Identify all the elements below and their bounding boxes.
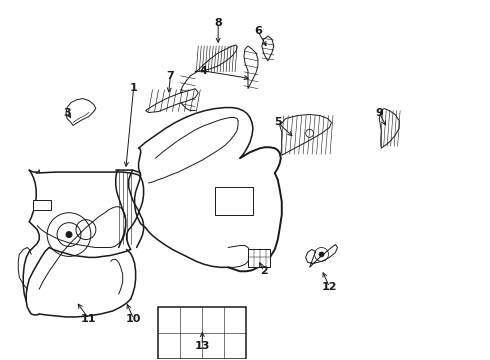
Polygon shape	[146, 89, 198, 113]
Circle shape	[319, 252, 324, 257]
Bar	[33, 200, 51, 210]
Text: 7: 7	[167, 71, 174, 81]
Bar	[158, 307, 246, 359]
Polygon shape	[280, 114, 332, 155]
Bar	[248, 249, 270, 267]
Polygon shape	[196, 45, 237, 73]
Text: 5: 5	[274, 117, 282, 127]
Text: 8: 8	[214, 18, 222, 28]
Circle shape	[66, 231, 72, 238]
Text: 13: 13	[195, 341, 210, 351]
Polygon shape	[379, 109, 399, 148]
Text: 11: 11	[81, 314, 97, 324]
Text: 4: 4	[199, 66, 207, 76]
Polygon shape	[244, 46, 258, 89]
FancyBboxPatch shape	[215, 187, 253, 215]
Text: 3: 3	[63, 108, 71, 117]
Text: 6: 6	[254, 26, 262, 36]
Text: 12: 12	[322, 282, 337, 292]
Text: 9: 9	[375, 108, 383, 117]
Polygon shape	[66, 99, 96, 125]
Polygon shape	[262, 36, 274, 61]
Text: 10: 10	[126, 314, 141, 324]
Text: 2: 2	[260, 266, 268, 276]
Polygon shape	[306, 244, 338, 267]
Text: 1: 1	[130, 83, 138, 93]
